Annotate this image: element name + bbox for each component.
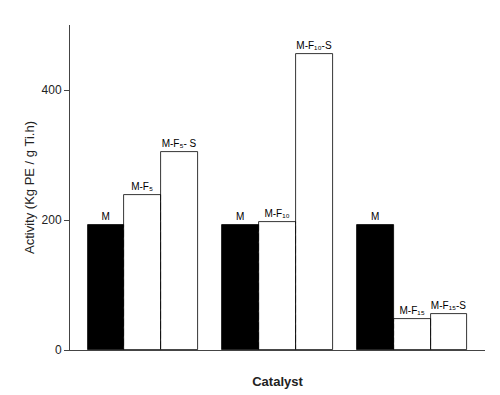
- svg-text:M-F₅: M-F₅: [131, 181, 153, 192]
- svg-text:0: 0: [55, 343, 62, 357]
- svg-text:Catalyst: Catalyst: [252, 374, 303, 389]
- svg-text:M: M: [101, 211, 109, 222]
- svg-text:M-F₁₀: M-F₁₀: [264, 208, 289, 219]
- svg-text:M: M: [236, 211, 244, 222]
- svg-text:M-F₅- S: M-F₅- S: [162, 138, 197, 149]
- svg-text:M-F₁₅: M-F₁₅: [400, 305, 425, 316]
- svg-text:200: 200: [42, 213, 62, 227]
- svg-text:Activity (Kg PE / g Ti.h): Activity (Kg PE / g Ti.h): [22, 121, 37, 254]
- svg-text:M-F₁₀-S: M-F₁₀-S: [296, 40, 332, 51]
- svg-text:M: M: [371, 211, 379, 222]
- svg-text:400: 400: [42, 83, 62, 97]
- svg-text:M-F₁₅-S: M-F₁₅-S: [431, 300, 467, 311]
